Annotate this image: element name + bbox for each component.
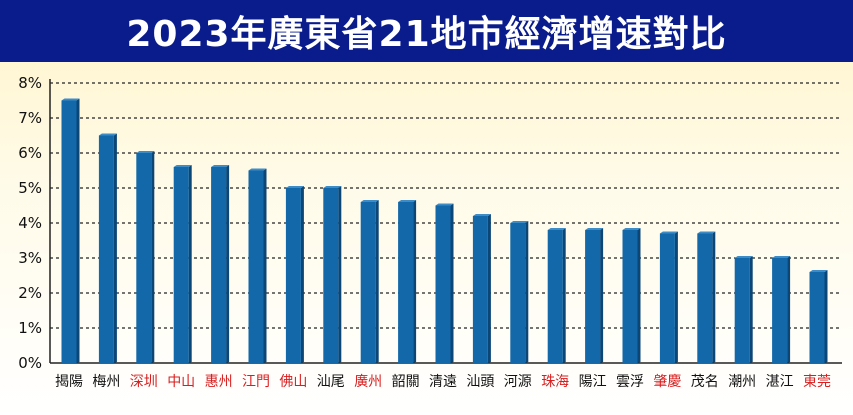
bar-side <box>562 228 566 363</box>
y-tick-label: 3% <box>18 249 42 267</box>
y-tick-label: 6% <box>18 144 42 162</box>
bar-top <box>510 221 529 223</box>
bar <box>248 170 264 363</box>
x-tick-label: 深圳 <box>130 374 158 390</box>
bar-top <box>809 270 828 272</box>
chart-title: 2023年廣東省21地市經濟增速對比 <box>126 14 727 55</box>
bar-top <box>772 256 791 258</box>
bar-top <box>622 228 641 230</box>
x-tick-label: 梅州 <box>92 374 120 390</box>
bar <box>809 272 825 363</box>
bar-side <box>226 165 230 363</box>
bar-top <box>472 214 491 216</box>
bar-top <box>585 228 604 230</box>
bar <box>472 216 488 363</box>
bar-side <box>300 186 304 363</box>
x-tick-label: 湛江 <box>766 374 794 390</box>
bar <box>547 230 563 363</box>
bar <box>211 167 227 363</box>
bar-side <box>338 186 342 363</box>
bar-side <box>375 200 379 363</box>
bar-top <box>734 256 753 258</box>
bar-side <box>151 151 155 363</box>
bar-top <box>285 186 304 188</box>
bar-top <box>61 98 80 101</box>
bar <box>585 230 601 363</box>
bar-side <box>637 228 641 363</box>
bar <box>323 188 339 363</box>
bar <box>398 202 414 363</box>
bar <box>659 233 675 363</box>
y-tick-label: 8% <box>18 74 42 92</box>
bar-side <box>413 200 417 363</box>
bar <box>510 223 526 363</box>
bar-side <box>113 133 117 363</box>
bar-side <box>787 256 791 363</box>
y-tick-label: 0% <box>18 354 42 372</box>
bar-top <box>398 200 417 202</box>
x-tick-label: 茂名 <box>691 373 719 390</box>
bar-side <box>712 231 716 363</box>
bar <box>622 230 638 363</box>
x-tick-label: 汕尾 <box>317 374 345 390</box>
bar-side <box>824 270 828 363</box>
x-tick-label: 中山 <box>167 374 195 390</box>
y-tick-label: 1% <box>18 319 42 337</box>
x-tick-label: 江門 <box>242 374 270 390</box>
x-tick-label: 廣州 <box>354 373 382 390</box>
title-bar: 2023年廣東省21地市經濟增速對比 <box>0 0 853 62</box>
bar <box>98 135 114 363</box>
bar <box>285 188 301 363</box>
bar-top <box>173 165 192 167</box>
bar-top <box>98 133 117 136</box>
x-tick-label: 清遠 <box>429 374 457 390</box>
x-tick-label: 東莞 <box>803 374 831 390</box>
bar <box>734 258 750 363</box>
x-tick-label: 汕頭 <box>466 374 494 390</box>
bar <box>772 258 788 363</box>
bar <box>173 167 189 363</box>
y-tick-label: 4% <box>18 214 42 232</box>
bar-side <box>76 98 80 363</box>
bar-side <box>749 256 753 363</box>
x-tick-label: 河源 <box>504 374 532 390</box>
x-tick-label: 揭陽 <box>55 374 83 390</box>
y-tick-label: 5% <box>18 179 42 197</box>
bar <box>435 205 451 363</box>
bar-side <box>600 228 604 363</box>
bar-top <box>697 231 716 234</box>
x-tick-label: 陽江 <box>579 374 607 390</box>
x-tick-label: 雲浮 <box>616 374 644 390</box>
x-tick-label: 潮州 <box>728 374 756 390</box>
x-tick-label: 佛山 <box>279 374 307 390</box>
bar-top <box>659 231 678 234</box>
bar-side <box>487 214 491 363</box>
y-tick-label: 2% <box>18 284 42 302</box>
bar-top <box>435 203 454 206</box>
bar-side <box>450 203 454 363</box>
bar-side <box>263 168 267 363</box>
y-tick-label: 7% <box>18 109 42 127</box>
bar-top <box>547 228 566 230</box>
bar <box>136 153 152 363</box>
bar <box>360 202 376 363</box>
x-tick-label: 珠海 <box>541 374 569 390</box>
bar-top <box>136 151 155 153</box>
x-tick-label: 韶關 <box>392 374 420 390</box>
bar-top <box>248 168 267 171</box>
x-tick-label: 肇慶 <box>653 374 681 390</box>
bar <box>697 233 713 363</box>
bar-top <box>360 200 379 202</box>
x-tick-label: 惠州 <box>205 374 233 390</box>
bar-side <box>525 221 529 363</box>
bar-top <box>323 186 342 188</box>
bar-side <box>674 231 678 363</box>
bar-top <box>211 165 230 167</box>
bar <box>61 100 77 363</box>
bar-side <box>188 165 192 363</box>
